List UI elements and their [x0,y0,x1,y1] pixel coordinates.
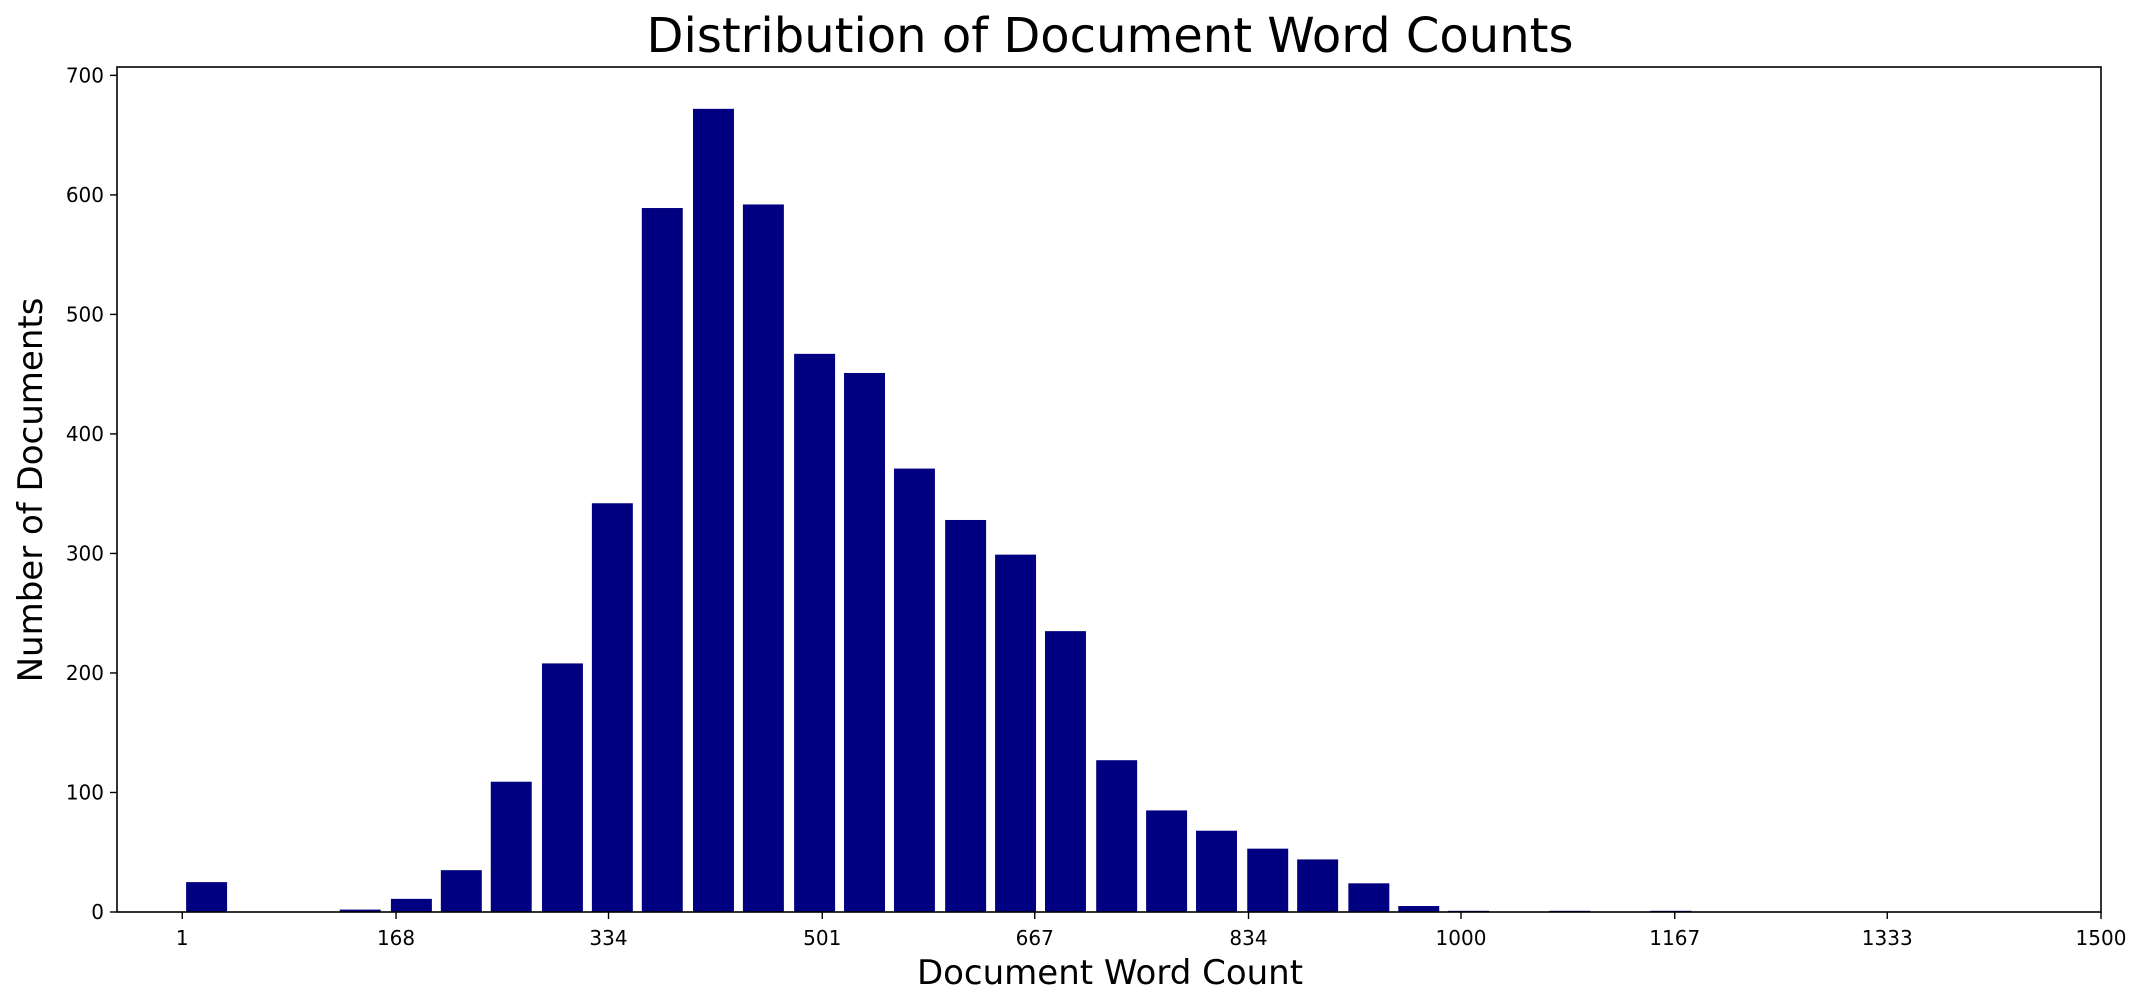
x-tick-label: 168 [377,926,415,950]
y-tick-label: 600 [66,183,104,207]
bar-21 [1348,883,1390,912]
bar-16 [1096,760,1138,912]
y-tick-label: 400 [66,422,104,446]
x-axis: 1 168 334 501 667 834 1000 1167 1333 1500 [176,912,2127,950]
bar-0 [186,882,228,912]
bar-20 [1297,859,1339,912]
bar-19 [1247,848,1289,912]
y-axis-title: Number of Documents [11,298,51,683]
bar-14 [995,554,1037,912]
bar-3 [440,870,482,912]
y-tick-label: 0 [91,900,104,924]
bar-22 [1398,906,1440,912]
x-tick-label: 667 [1016,926,1054,950]
y-tick-label: 100 [66,780,104,804]
y-tick-label: 500 [66,302,104,326]
bar-10 [794,353,836,912]
bar-15 [1045,631,1086,912]
bar-18 [1196,830,1237,912]
y-tick-label: 700 [66,63,104,87]
bar-17 [1146,810,1188,912]
y-tick-label: 200 [66,661,104,685]
bar-13 [945,519,987,912]
bar-7 [641,208,683,912]
bar-11 [844,372,885,912]
bar-12 [893,468,935,912]
x-tick-label: 1167 [1649,926,1700,950]
x-tick-label: 334 [589,926,627,950]
bar-8 [693,108,734,913]
bar-6 [591,503,633,912]
bar-1 [339,909,381,912]
bar-5 [541,663,583,912]
x-tick-label: 1 [176,926,189,950]
chart-title: Distribution of Document Word Counts [647,8,1574,64]
x-tick-label: 1500 [2076,926,2127,950]
plot-frame [116,66,2102,913]
x-tick-label: 834 [1229,926,1267,950]
bar-4 [490,781,532,912]
y-axis: 0 100 200 300 400 500 600 700 [66,63,117,924]
bars-group [186,108,1692,913]
x-tick-label: 1333 [1862,926,1913,950]
x-tick-label: 501 [803,926,841,950]
x-axis-title: Document Word Count [917,953,1303,993]
x-tick-label: 1000 [1436,926,1487,950]
bar-9 [742,204,784,912]
y-tick-label: 300 [66,541,104,565]
bar-2 [390,898,432,912]
